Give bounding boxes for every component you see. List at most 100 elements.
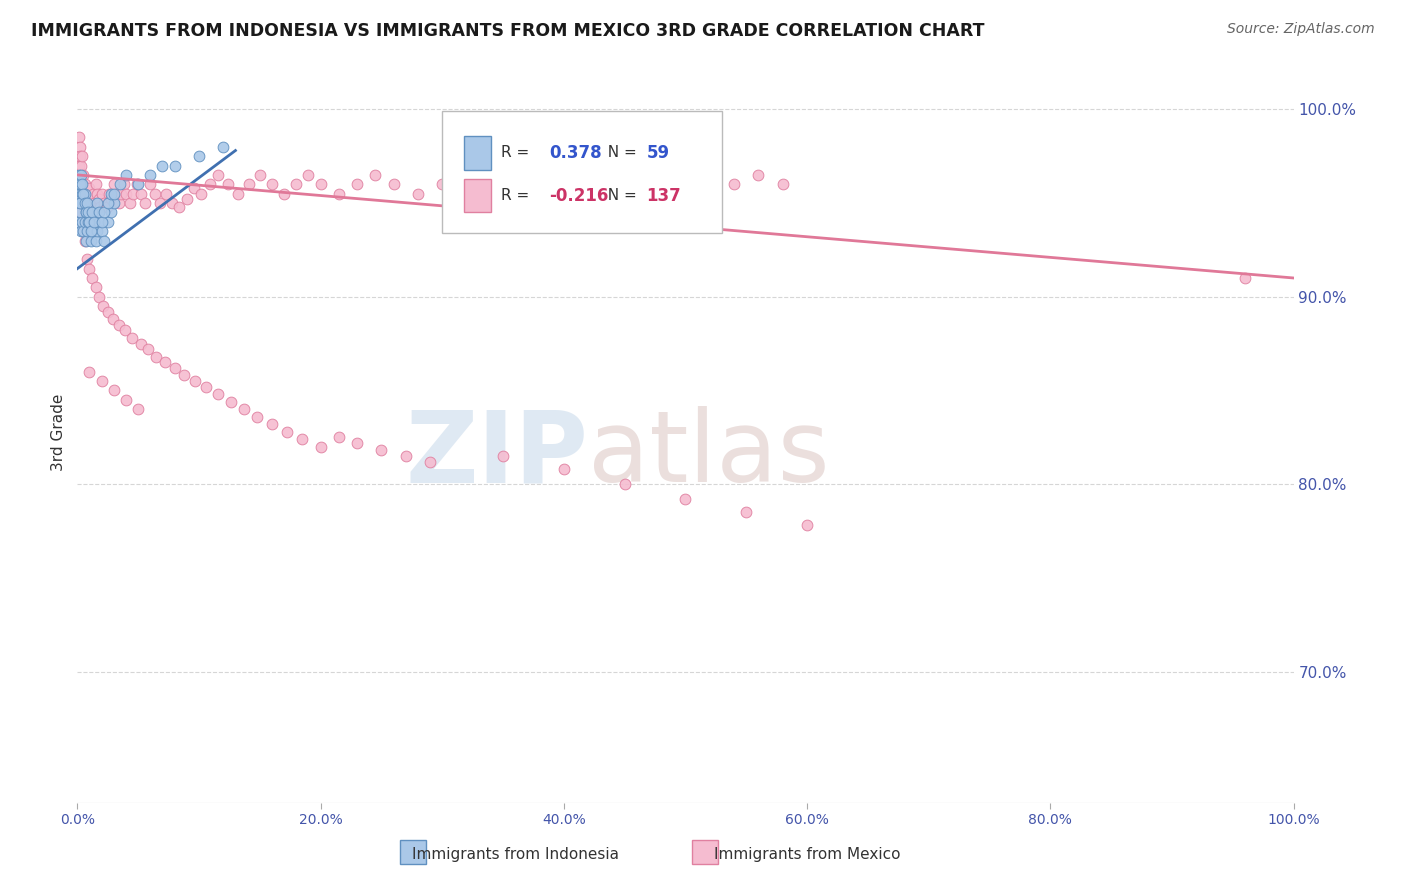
Point	[100, 186, 122, 201]
Point	[285, 178, 308, 192]
Point	[69, 196, 91, 211]
Point	[207, 168, 229, 182]
Point	[84, 280, 107, 294]
Point	[260, 417, 283, 432]
Point	[273, 186, 295, 201]
Point	[115, 168, 138, 182]
Point	[70, 215, 93, 229]
Point	[328, 186, 350, 201]
Point	[699, 186, 721, 201]
Point	[297, 168, 319, 182]
Point	[69, 168, 91, 182]
Point	[73, 234, 96, 248]
Point	[89, 215, 111, 229]
Point	[73, 215, 96, 229]
Point	[772, 178, 794, 192]
Point	[134, 196, 156, 211]
Point	[139, 168, 162, 182]
Point	[91, 299, 114, 313]
Point	[395, 449, 418, 463]
Point	[90, 215, 112, 229]
Point	[190, 186, 212, 201]
Point	[328, 430, 350, 444]
Point	[87, 200, 110, 214]
Y-axis label: 3rd Grade: 3rd Grade	[51, 394, 66, 471]
Point	[195, 380, 218, 394]
Point	[80, 271, 103, 285]
Point	[67, 168, 90, 182]
Point	[100, 192, 122, 206]
Text: atlas: atlas	[588, 407, 830, 503]
Point	[129, 186, 152, 201]
Point	[73, 196, 96, 211]
Point	[69, 149, 91, 163]
Point	[89, 192, 111, 206]
Text: 0.378: 0.378	[550, 144, 602, 161]
Point	[80, 234, 103, 248]
Point	[79, 181, 101, 195]
Point	[219, 394, 242, 409]
Point	[382, 178, 405, 192]
FancyBboxPatch shape	[464, 136, 491, 169]
Point	[553, 168, 575, 182]
Point	[86, 224, 108, 238]
Point	[70, 178, 93, 192]
Point	[67, 215, 90, 229]
Point	[69, 205, 91, 219]
Point	[529, 178, 551, 192]
Point	[121, 331, 143, 345]
Point	[80, 224, 103, 238]
Point	[72, 168, 94, 182]
Point	[82, 215, 104, 229]
Point	[84, 178, 107, 192]
Point	[76, 205, 98, 219]
Point	[83, 196, 105, 211]
Point	[70, 178, 93, 192]
Point	[503, 186, 526, 201]
Point	[103, 384, 125, 398]
Point	[75, 205, 97, 219]
Point	[183, 181, 205, 195]
Point	[70, 205, 93, 219]
Point	[79, 261, 101, 276]
Point	[93, 234, 115, 248]
Point	[97, 304, 120, 318]
Point	[70, 178, 93, 192]
Point	[602, 186, 624, 201]
Point	[129, 336, 152, 351]
Point	[173, 368, 195, 383]
Point	[163, 159, 186, 173]
Point	[309, 178, 332, 192]
Point	[67, 130, 90, 145]
Point	[675, 178, 697, 192]
Point	[67, 159, 90, 173]
Point	[118, 196, 141, 211]
Point	[796, 518, 818, 533]
Point	[553, 462, 575, 476]
Point	[72, 186, 94, 201]
Point	[309, 440, 332, 454]
Point	[70, 159, 93, 173]
Point	[97, 186, 120, 201]
Text: Immigrants from Indonesia: Immigrants from Indonesia	[412, 847, 619, 863]
Point	[80, 205, 103, 219]
Point	[723, 178, 745, 192]
Point	[346, 178, 368, 192]
Point	[82, 186, 104, 201]
Text: 59: 59	[647, 144, 669, 161]
Point	[217, 178, 239, 192]
Point	[176, 192, 198, 206]
Point	[84, 234, 107, 248]
Point	[72, 196, 94, 211]
Point	[479, 178, 502, 192]
Point	[198, 178, 221, 192]
Point	[107, 196, 129, 211]
Point	[406, 186, 429, 201]
Point	[90, 374, 112, 388]
Point	[97, 215, 120, 229]
Point	[73, 178, 96, 192]
Point	[86, 196, 108, 211]
FancyBboxPatch shape	[441, 111, 721, 233]
Point	[96, 200, 118, 214]
Point	[152, 159, 174, 173]
